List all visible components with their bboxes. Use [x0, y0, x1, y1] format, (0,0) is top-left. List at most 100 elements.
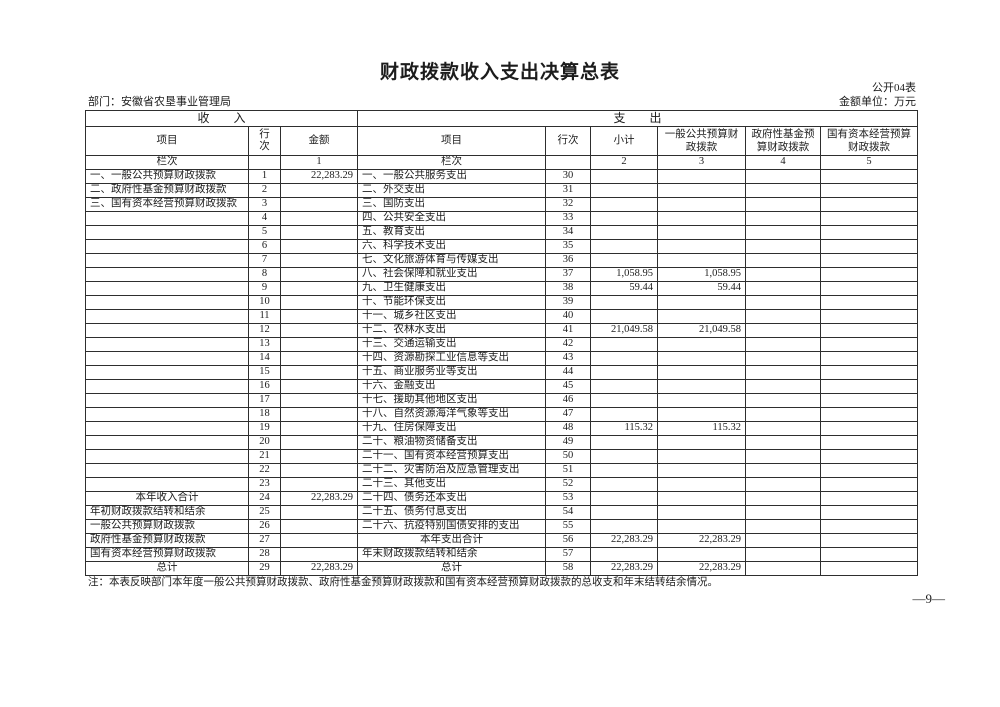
expense-subtotal-cell [590, 435, 659, 450]
income-section-header: 收 入 [84, 110, 359, 127]
income-amount-cell [279, 379, 359, 394]
expense-item-cell: 十四、资源勘探工业信息等支出 [357, 351, 547, 366]
expense-item-cell: 七、文化旅游体育与传媒支出 [357, 253, 547, 268]
income-amount-cell [279, 183, 359, 198]
income-amount-cell [279, 393, 359, 408]
income-item-cell [85, 225, 249, 240]
income-line-cell: 21 [248, 449, 281, 464]
expense-item-cell: 八、社会保障和就业支出 [357, 267, 547, 282]
table-row: 12 十二、农林水支出 41 21,049.58 21,049.58 [85, 323, 919, 338]
form-code-label: 公开04表 [872, 82, 916, 94]
expense-item-cell: 二十三、其他支出 [357, 477, 547, 492]
income-line-cell: 22 [248, 463, 281, 478]
expense-subtotal-cell [590, 225, 659, 240]
column-header-row: 项目 行次 金额 项目 行次 小计 一般公共预算财政拨款 政府性基金预算财政拨款… [85, 126, 919, 156]
expense-item-cell: 一、一般公共服务支出 [357, 169, 547, 184]
expense-line-cell: 49 [545, 435, 592, 450]
table-row: 9 九、卫生健康支出 38 59.44 59.44 [85, 281, 919, 296]
expense-item-cell: 二十、粮油物资储备支出 [357, 435, 547, 450]
income-amount-cell [279, 351, 359, 366]
expense-subtotal-cell [590, 519, 659, 534]
expense-subtotal-cell: 22,283.29 [590, 533, 659, 548]
expense-general-cell [657, 337, 747, 352]
expense-subtotal-cell: 21,049.58 [590, 323, 659, 338]
expense-item-cell: 六、科学技术支出 [357, 239, 547, 254]
table-row: 22 二十二、灾害防治及应急管理支出 51 [85, 463, 919, 478]
table-row: 一般公共预算财政拨款 26 二十六、抗疫特别国债安排的支出 55 [85, 519, 919, 534]
expense-statecap-cell [820, 477, 919, 492]
expense-statecap-cell [820, 505, 919, 520]
income-amount-cell [279, 505, 359, 520]
income-amount-cell [279, 281, 359, 296]
expense-item-cell: 三、国防支出 [357, 197, 547, 212]
expense-item-cell: 二、外交支出 [357, 183, 547, 198]
table-row: 本年收入合计 24 22,283.29 二十四、债务还本支出 53 [85, 491, 919, 506]
table-row: 一、一般公共预算财政拨款 1 22,283.29 一、一般公共服务支出 30 [85, 169, 919, 184]
income-item-header: 项目 [85, 126, 249, 156]
section-header-row: 收 入 支 出 [84, 110, 919, 127]
expense-govfund-budget-header: 政府性基金预算财政拨款 [745, 126, 822, 156]
expense-general-cell [657, 225, 747, 240]
income-amount-cell [279, 197, 359, 212]
expense-general-cell [657, 239, 747, 254]
expense-statecap-cell [820, 225, 919, 240]
expense-item-cell: 四、公共安全支出 [357, 211, 547, 226]
income-amount-cell: 22,283.29 [279, 491, 359, 506]
expense-general-cell [657, 547, 747, 562]
expense-statecap-cell [820, 491, 919, 506]
income-amount-cell [279, 449, 359, 464]
income-line-cell: 10 [248, 295, 281, 310]
expense-line-header: 行次 [545, 126, 592, 156]
expense-subtotal-cell [590, 183, 659, 198]
expense-line-cell: 52 [545, 477, 592, 492]
table-body: 一、一般公共预算财政拨款 1 22,283.29 一、一般公共服务支出 30 二、政府性基… [85, 169, 919, 576]
expense-general-cell [657, 211, 747, 226]
income-line-cell: 3 [248, 197, 281, 212]
income-line-cell: 28 [248, 547, 281, 562]
expense-general-cell: 22,283.29 [657, 561, 747, 576]
expense-govfund-cell [745, 351, 822, 366]
expense-line-cell: 38 [545, 281, 592, 296]
table-row: 三、国有资本经营预算财政拨款 3 三、国防支出 32 [85, 197, 919, 212]
expense-govfund-cell [745, 253, 822, 268]
income-amount-cell [279, 533, 359, 548]
income-line-cell: 18 [248, 407, 281, 422]
expense-line-cell: 56 [545, 533, 592, 548]
income-line-cell: 9 [248, 281, 281, 296]
expense-line-cell: 35 [545, 239, 592, 254]
expense-line-cell: 37 [545, 267, 592, 282]
table-row: 23 二十三、其他支出 52 [85, 477, 919, 492]
expense-statecap-cell [820, 393, 919, 408]
expense-line-cell: 53 [545, 491, 592, 506]
income-amount-cell [279, 309, 359, 324]
expense-general-cell [657, 365, 747, 380]
expense-govfund-cell [745, 533, 822, 548]
income-line-cell: 16 [248, 379, 281, 394]
expense-statecap-cell [820, 197, 919, 212]
expense-line-cell: 39 [545, 295, 592, 310]
expense-statecap-cell [820, 533, 919, 548]
expense-item-header: 项目 [357, 126, 547, 156]
income-item-cell [85, 337, 249, 352]
expense-item-cell: 总计 [357, 561, 547, 576]
income-item-cell [85, 267, 249, 282]
table-row: 17 十七、援助其他地区支出 46 [85, 393, 919, 408]
income-amount-cell: 22,283.29 [279, 169, 359, 184]
expense-line-cell: 34 [545, 225, 592, 240]
income-line-cell: 13 [248, 337, 281, 352]
income-item-cell: 一、一般公共预算财政拨款 [85, 169, 249, 184]
expense-line-cell: 54 [545, 505, 592, 520]
income-item-cell: 三、国有资本经营预算财政拨款 [85, 197, 249, 212]
expense-section-header: 支 出 [357, 110, 919, 127]
expense-general-cell [657, 169, 747, 184]
expense-general-cell [657, 449, 747, 464]
table-note: 注：本表反映部门本年度一般公共预算财政拨款、政府性基金预算财政拨款和国有资本经营… [88, 577, 718, 588]
table-row: 15 十五、商业服务业等支出 44 [85, 365, 919, 380]
expense-govfund-cell [745, 463, 822, 478]
income-item-cell [85, 253, 249, 268]
expense-line-cell: 51 [545, 463, 592, 478]
expense-govfund-cell [745, 379, 822, 394]
income-line-cell: 15 [248, 365, 281, 380]
income-amount-cell: 22,283.29 [279, 561, 359, 576]
table-row: 13 十三、交通运输支出 42 [85, 337, 919, 352]
